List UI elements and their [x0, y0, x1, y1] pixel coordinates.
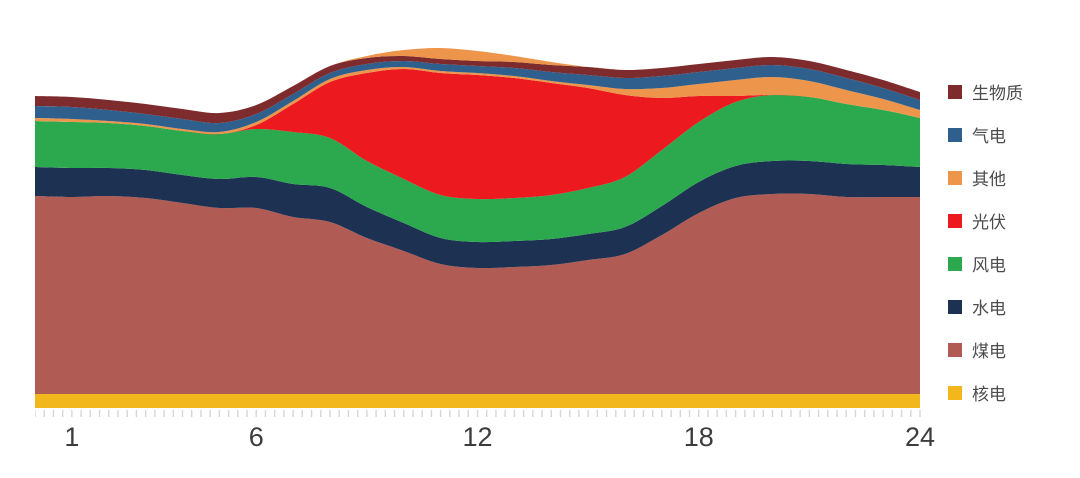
legend-label-other: 其他	[972, 170, 1006, 189]
legend-label-solar: 光伏	[972, 213, 1006, 232]
legend-label-nuclear: 核电	[972, 385, 1006, 404]
legend-item-gas: 气电	[948, 113, 1078, 156]
x-axis-label-12: 12	[462, 422, 493, 452]
legend-item-other: 其他	[948, 156, 1078, 199]
area-solar	[35, 69, 920, 200]
x-axis-label-6: 6	[248, 422, 264, 452]
legend-swatch-biomass	[948, 84, 962, 99]
legend-swatch-other	[948, 170, 962, 185]
area-coal	[35, 193, 920, 394]
legend-label-hydro: 水电	[972, 299, 1006, 318]
legend-item-biomass: 生物质	[948, 70, 1078, 113]
x-axis-label-1: 1	[64, 422, 80, 452]
legend-label-coal: 煤电	[972, 342, 1006, 361]
area-other-midday-cap	[35, 47, 920, 114]
area-biomass	[35, 55, 920, 124]
legend-swatch-gas	[948, 127, 962, 142]
legend-item-hydro: 水电	[948, 285, 1078, 328]
legend-label-wind: 风电	[972, 256, 1006, 275]
legend-item-nuclear: 核电	[948, 371, 1078, 414]
legend: 生物质气电其他光伏风电水电煤电核电	[948, 70, 1078, 414]
legend-swatch-nuclear	[948, 385, 962, 400]
legend-label-biomass: 生物质	[972, 84, 1023, 103]
legend-item-wind: 风电	[948, 242, 1078, 285]
area-wind	[35, 94, 920, 243]
legend-swatch-solar	[948, 213, 962, 228]
x-axis-label-24: 24	[904, 422, 936, 452]
area-nuclear	[35, 394, 920, 408]
legend-swatch-hydro	[948, 299, 962, 314]
legend-swatch-wind	[948, 256, 962, 271]
legend-item-coal: 煤电	[948, 328, 1078, 371]
x-axis-label-18: 18	[683, 422, 714, 452]
stacked-area-chart	[35, 47, 921, 417]
area-hydro	[35, 160, 920, 269]
legend-swatch-coal	[948, 342, 962, 357]
area-gas	[35, 61, 920, 133]
legend-item-solar: 光伏	[948, 199, 1078, 242]
legend-label-gas: 气电	[972, 127, 1006, 146]
